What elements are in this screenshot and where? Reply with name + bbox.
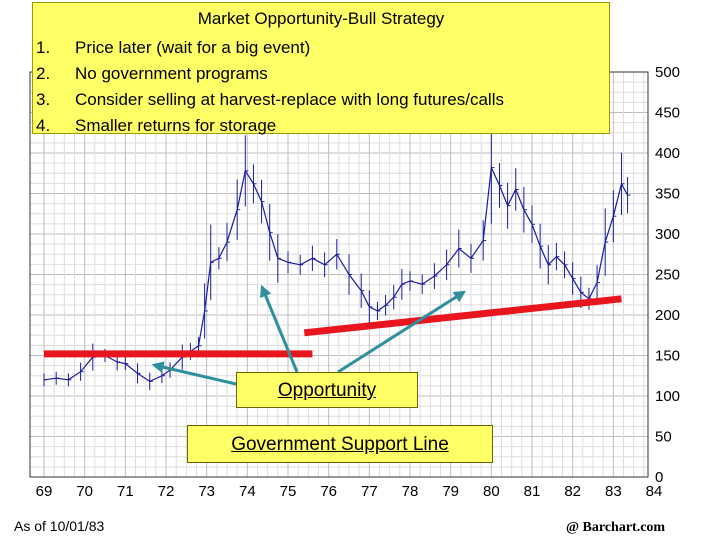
x-tick-label: 75 bbox=[280, 483, 297, 500]
y-tick-label: 50 bbox=[655, 429, 672, 446]
y-tick-label: 500 bbox=[655, 64, 680, 81]
point-text: Smaller returns for storage bbox=[75, 116, 277, 135]
price-series bbox=[43, 111, 631, 391]
x-tick-label: 76 bbox=[320, 483, 337, 500]
annotation-arrow bbox=[260, 284, 299, 373]
point-text: No government programs bbox=[75, 64, 268, 83]
source-credit: @ Barchart.com bbox=[566, 520, 665, 535]
x-tick-label: 83 bbox=[605, 483, 622, 500]
point-number: 1. bbox=[36, 38, 51, 57]
y-axis-ticks: 0 50 100 150 200 250 300 350 400 450 500 bbox=[655, 64, 680, 486]
price-line bbox=[43, 165, 629, 383]
x-axis-ticks: 69 70 71 72 73 74 75 76 77 78 79 80 81 82 83 84 bbox=[36, 483, 663, 500]
x-tick-label: 71 bbox=[117, 483, 134, 500]
point-text: Consider selling at harvest-replace with… bbox=[75, 90, 504, 109]
x-tick-label: 84 bbox=[646, 483, 663, 500]
support-line-segment bbox=[303, 295, 622, 337]
x-tick-label: 81 bbox=[524, 483, 541, 500]
x-tick-label: 82 bbox=[564, 483, 581, 500]
x-tick-label: 79 bbox=[442, 483, 459, 500]
x-tick-label: 78 bbox=[402, 483, 419, 500]
y-tick-label: 100 bbox=[655, 388, 680, 405]
x-tick-label: 77 bbox=[361, 483, 378, 500]
point-number: 4. bbox=[36, 116, 51, 135]
x-tick-label: 80 bbox=[483, 483, 500, 500]
support-line-label: Government Support Line bbox=[187, 425, 493, 463]
support-line-text: Government Support Line bbox=[231, 434, 449, 455]
y-tick-label: 300 bbox=[655, 226, 680, 243]
point-number: 3. bbox=[36, 90, 51, 109]
x-tick-label: 74 bbox=[239, 483, 256, 500]
support-line bbox=[44, 295, 622, 358]
strategy-callout: Market Opportunity-Bull Strategy 1. Price… bbox=[32, 2, 610, 135]
y-tick-label: 150 bbox=[655, 348, 680, 365]
y-tick-label: 250 bbox=[655, 267, 680, 284]
point-number: 2. bbox=[36, 64, 51, 83]
callout-title: Market Opportunity-Bull Strategy bbox=[197, 9, 445, 28]
x-tick-label: 70 bbox=[76, 483, 93, 500]
as-of-date: As of 10/01/83 bbox=[14, 518, 105, 534]
x-tick-label: 72 bbox=[158, 483, 175, 500]
x-tick-label: 69 bbox=[36, 483, 53, 500]
opportunity-text: Opportunity bbox=[277, 380, 377, 401]
y-tick-label: 200 bbox=[655, 307, 680, 324]
annotation-arrow bbox=[337, 290, 467, 374]
point-text: Price later (wait for a big event) bbox=[75, 38, 311, 57]
y-tick-label: 400 bbox=[655, 145, 680, 162]
y-tick-label: 350 bbox=[655, 186, 680, 203]
opportunity-label: Opportunity bbox=[236, 372, 418, 408]
y-tick-label: 450 bbox=[655, 105, 680, 122]
annotation-arrows bbox=[151, 284, 467, 386]
x-tick-label: 73 bbox=[198, 483, 215, 500]
y-tick-label: 0 bbox=[655, 469, 663, 486]
annotation-arrow bbox=[151, 361, 237, 386]
